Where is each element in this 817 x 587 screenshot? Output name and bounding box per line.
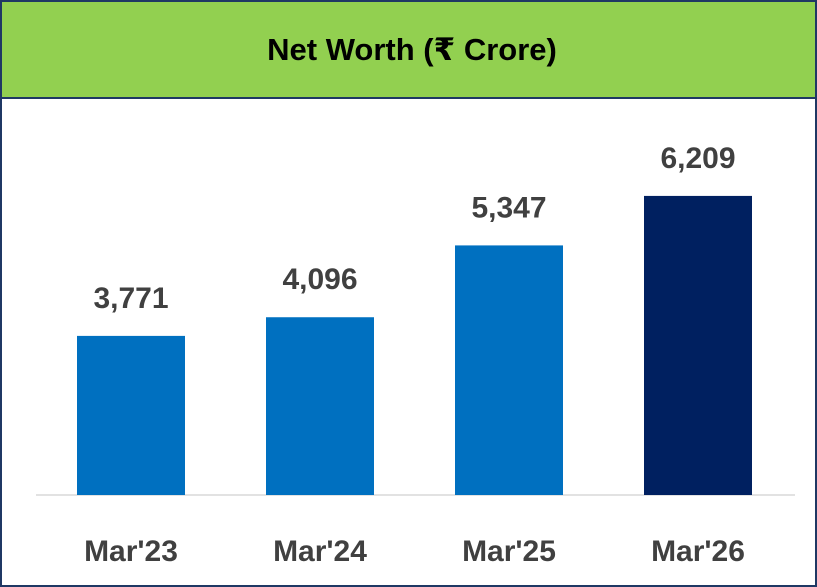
x-tick-label: Mar'25 [462,535,556,568]
bar [644,195,752,496]
header-band [0,0,817,99]
value-label: 6,209 [660,142,735,175]
x-tick-label: Mar'24 [273,535,367,568]
bar [77,335,185,495]
x-tick-label: Mar'23 [84,535,178,568]
value-label: 4,096 [282,263,357,296]
value-label: 5,347 [471,191,546,224]
bar [266,317,374,495]
chart-title: Net Worth (₹ Crore) [267,32,557,67]
bar [455,245,563,495]
value-label: 3,771 [93,282,168,315]
x-tick-label: Mar'26 [651,535,745,568]
